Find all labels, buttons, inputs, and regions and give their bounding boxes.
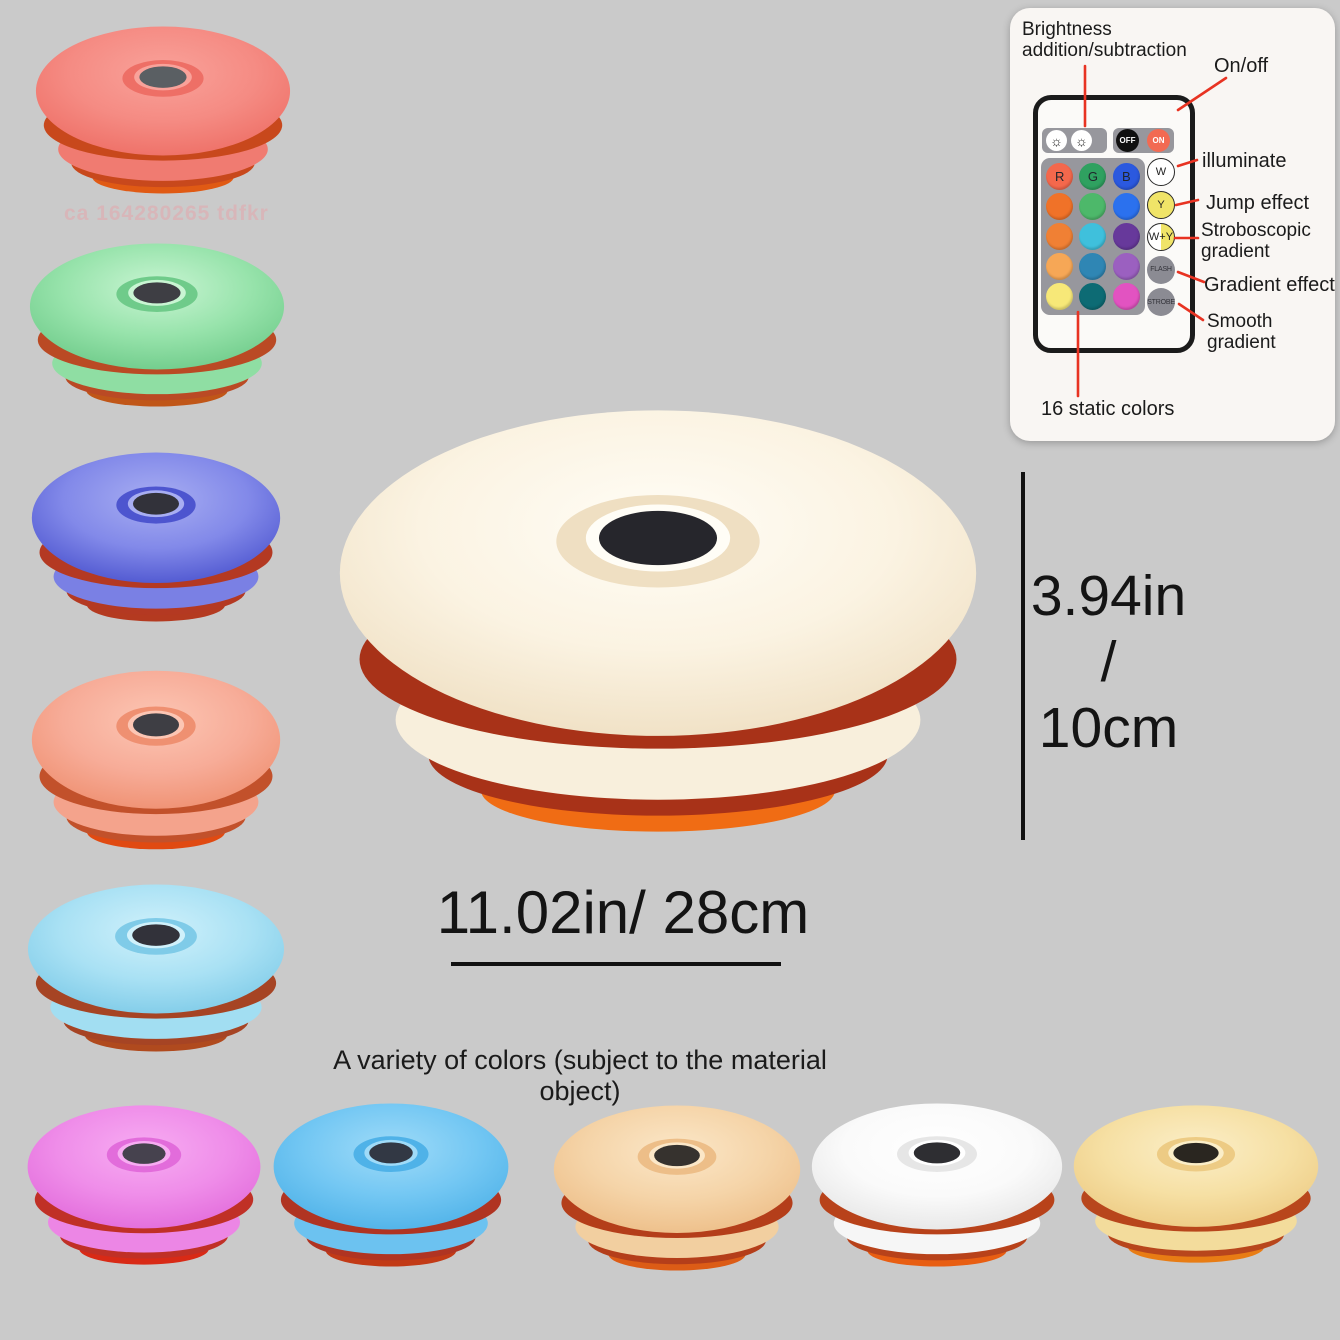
watermark: ca 164280265 tdfkr [64, 202, 269, 225]
mode-button-strobe[interactable]: STROBE [1147, 288, 1175, 316]
label-illuminate: illuminate [1202, 150, 1287, 172]
mode-button-w-plus-y[interactable]: W+Y [1147, 223, 1175, 251]
label-brightness: Brightness addition/subtraction [1022, 19, 1187, 61]
width-dimension-line [451, 962, 781, 966]
lamp-cream-yellow [1070, 1103, 1322, 1265]
mode-button-flash[interactable]: FLASH [1147, 255, 1175, 284]
color-variety-note: A variety of colors (subject to the mate… [333, 1045, 827, 1106]
color-button-6[interactable] [1112, 192, 1140, 220]
color-button-r[interactable]: R [1046, 162, 1074, 190]
color-button-4[interactable] [1046, 192, 1074, 220]
color-button-11[interactable] [1079, 253, 1107, 281]
label-smooth-gradient: Smooth gradient [1207, 311, 1276, 353]
label-jump-effect: Jump effect [1206, 192, 1310, 214]
color-button-b[interactable]: B [1112, 162, 1140, 190]
lamp-salmon [28, 668, 284, 852]
color-button-7[interactable] [1046, 222, 1074, 250]
lamp-mint-green [26, 241, 288, 409]
height-cm: 10cm [1038, 696, 1179, 760]
color-button-5[interactable] [1079, 192, 1107, 220]
color-button-13[interactable] [1046, 283, 1074, 311]
label-16-static-colors: 16 static colors [1041, 398, 1175, 420]
lamp-tan-beige [550, 1103, 804, 1273]
height-dimension-line [1021, 472, 1025, 840]
label-on-off: On/off [1214, 55, 1269, 77]
width-dimension: 11.02in/ 28cm [436, 879, 810, 946]
label-gradient-effect: Gradient effect [1204, 274, 1335, 296]
color-button-g[interactable]: G [1079, 162, 1107, 190]
brightness-up-icon: ☼ [1050, 132, 1063, 149]
mode-button-w[interactable]: W [1147, 158, 1175, 186]
height-in: 3.94in [1030, 564, 1187, 628]
on-button[interactable]: ON [1147, 129, 1170, 152]
lamp-light-blue [24, 882, 288, 1054]
lamp-periwinkle-blue [28, 450, 284, 624]
lamp-sky-blue [270, 1101, 512, 1269]
brightness-down-button[interactable]: ☼ [1071, 130, 1092, 151]
color-button-8[interactable] [1079, 222, 1107, 250]
lamp-main-warm-white [330, 404, 986, 838]
color-button-10[interactable] [1046, 253, 1074, 281]
lamp-orchid-pink [24, 1103, 264, 1267]
lamp-coral-red [32, 24, 294, 196]
brightness-up-button[interactable]: ☼ [1046, 130, 1067, 151]
brightness-button-group: ☼ ☼ [1042, 128, 1107, 153]
height-sep: / [1100, 630, 1117, 694]
color-button-15[interactable] [1112, 283, 1140, 311]
label-stroboscopic-gradient: Stroboscopic gradient [1201, 220, 1311, 262]
lamp-white [808, 1101, 1066, 1269]
power-button-group: OFF ON [1113, 128, 1174, 153]
height-dimension: 3.94in / 10cm [1026, 563, 1191, 761]
color-button-14[interactable] [1079, 283, 1107, 311]
mode-button-y[interactable]: Y [1147, 190, 1175, 219]
color-button-12[interactable] [1112, 253, 1140, 281]
remote-mode-buttons: W Y W+Y FLASH STROBE [1138, 158, 1184, 316]
off-button[interactable]: OFF [1116, 129, 1139, 152]
color-button-9[interactable] [1112, 222, 1140, 250]
brightness-down-icon: ☼ [1075, 132, 1088, 149]
